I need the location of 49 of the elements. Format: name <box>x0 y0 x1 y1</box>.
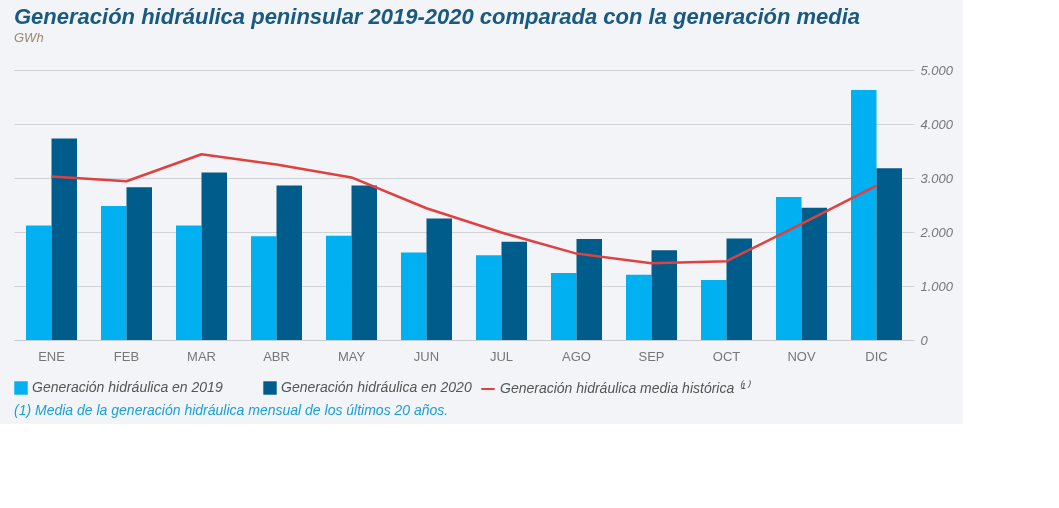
bar <box>51 138 77 340</box>
bar <box>276 185 302 340</box>
bar <box>26 225 52 340</box>
bar <box>176 225 202 340</box>
x-tick-label: MAR <box>187 348 216 364</box>
x-tick-label: AGO <box>562 348 591 364</box>
bar <box>726 238 752 340</box>
bar <box>501 241 527 340</box>
bar <box>551 273 577 340</box>
text: (1) Media de la generación hidráulica mensual de los últimos 20 años. <box>14 402 449 418</box>
line-series <box>50 152 878 265</box>
bar <box>251 236 277 340</box>
bar <box>626 274 652 340</box>
legend-label: Generación hidráulica en 2019 <box>32 379 223 395</box>
x-tick-label: SEP <box>638 348 665 364</box>
y-axis-title: GWh <box>14 30 44 45</box>
y-tick-label: 4.000 <box>920 116 954 132</box>
bar <box>351 185 377 340</box>
x-tick-label: DIC <box>865 348 888 364</box>
bar <box>326 235 352 340</box>
bar <box>701 280 727 340</box>
bar <box>201 172 227 340</box>
x-tick-label: MAY <box>337 348 366 364</box>
bar <box>876 168 902 340</box>
x-tick-label: ABR <box>263 348 290 364</box>
bar <box>851 89 877 340</box>
legend-label: Generación hidráulica media histórica ⁽¹⁾ <box>500 380 751 396</box>
bar <box>476 255 502 340</box>
legend-label: Generación hidráulica en 2020 <box>281 379 472 395</box>
bar <box>651 250 677 340</box>
y-tick-label: 5.000 <box>920 62 954 78</box>
bar <box>126 187 152 340</box>
x-tick-label: FEB <box>113 348 140 364</box>
bar <box>576 239 602 340</box>
y-tick-label: 2.000 <box>919 224 954 240</box>
x-tick-label: ENE <box>38 348 66 364</box>
bar <box>776 196 802 340</box>
y-tick-label: 0 <box>920 332 929 348</box>
y-tick-label: 1.000 <box>920 278 954 294</box>
bar <box>101 206 127 340</box>
bar <box>801 207 827 340</box>
x-tick-label: NOV <box>787 348 816 364</box>
bar <box>401 252 427 340</box>
x-tick-label: JUN <box>413 348 440 364</box>
x-tick-label: JUL <box>489 348 514 364</box>
chart-title: Generación hidráulica peninsular 2019-2020 comparada con la generación media <box>14 4 861 29</box>
y-tick-label: 3.000 <box>920 170 954 186</box>
x-tick-label: OCT <box>712 348 741 364</box>
bar <box>426 218 452 340</box>
